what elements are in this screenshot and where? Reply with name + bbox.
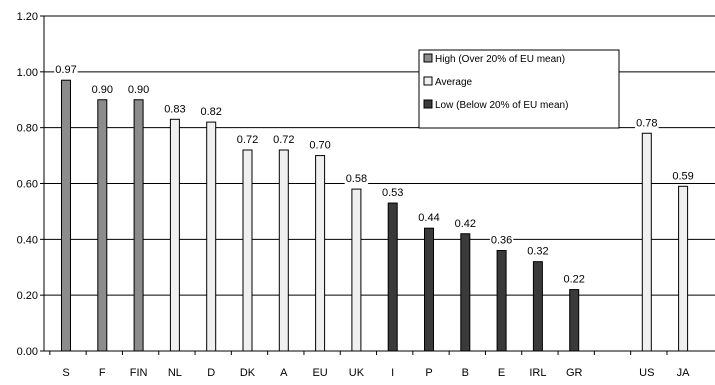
bar-E bbox=[496, 250, 507, 352]
bar-A bbox=[278, 149, 289, 352]
bar-FIN bbox=[133, 99, 144, 352]
x-category-label: DK bbox=[240, 367, 256, 379]
data-label-bg bbox=[344, 173, 369, 186]
data-label-D: 0.82 bbox=[200, 106, 221, 118]
data-label-bg bbox=[235, 134, 260, 146]
data-label-bg bbox=[90, 83, 115, 96]
legend-box bbox=[418, 49, 620, 129]
grid-lines bbox=[44, 15, 715, 296]
data-label-bg bbox=[54, 64, 78, 77]
x-category-label: EU bbox=[312, 367, 327, 379]
x-category-label: US bbox=[639, 367, 654, 379]
data-label-DK: 0.72 bbox=[237, 134, 258, 146]
data-label-F: 0.90 bbox=[92, 84, 113, 96]
x-category-label: FIN bbox=[130, 367, 148, 379]
bar-US bbox=[641, 132, 652, 352]
data-label-E: 0.36 bbox=[491, 235, 512, 247]
data-label-bg bbox=[272, 134, 296, 146]
data-label-B: 0.42 bbox=[455, 218, 476, 230]
bar-IRL bbox=[532, 261, 543, 352]
data-label-bg bbox=[417, 212, 441, 225]
data-label-NL: 0.83 bbox=[164, 103, 185, 115]
data-label-bg bbox=[163, 103, 187, 116]
x-category-label: S bbox=[62, 367, 69, 379]
y-tick-label: 1.20 bbox=[17, 11, 38, 23]
data-label-EU: 0.70 bbox=[309, 140, 330, 152]
data-label-JA: 0.59 bbox=[672, 170, 693, 182]
bar-EU bbox=[315, 155, 326, 352]
bar-P bbox=[424, 227, 434, 352]
bar-NL bbox=[169, 118, 180, 352]
legend-swatch bbox=[423, 99, 433, 109]
data-label-bg bbox=[671, 170, 695, 183]
y-tick-label: 0.00 bbox=[17, 346, 38, 358]
data-label-P: 0.44 bbox=[418, 212, 439, 224]
data-label-bg bbox=[308, 139, 332, 152]
y-tick-label: 0.20 bbox=[17, 290, 38, 302]
bar-D bbox=[206, 121, 217, 352]
data-label-S: 0.97 bbox=[55, 64, 76, 76]
x-category-label: A bbox=[280, 367, 288, 379]
x-category-label: GR bbox=[566, 367, 583, 379]
x-category-label: NL bbox=[168, 367, 182, 379]
x-category-label: I bbox=[391, 367, 394, 379]
data-label-bg bbox=[489, 234, 514, 247]
bar-UK bbox=[351, 188, 362, 352]
data-labels: 0.97 0.90 0.90 0.83 0.82 0.72 0.72 0.70 0.58 0.53… bbox=[54, 64, 695, 286]
legend-swatch bbox=[423, 53, 433, 63]
bars bbox=[61, 79, 689, 352]
x-category-label: UK bbox=[349, 367, 365, 379]
bar-F bbox=[97, 99, 108, 352]
bar-JA bbox=[678, 185, 689, 352]
y-tick-label: 0.80 bbox=[17, 123, 38, 135]
data-label-UK: 0.58 bbox=[346, 173, 367, 185]
x-category-label: JA bbox=[677, 367, 691, 379]
data-label-GR: 0.22 bbox=[563, 274, 584, 286]
data-label-IRL: 0.32 bbox=[527, 246, 548, 258]
data-label-bg bbox=[635, 117, 659, 130]
legend: High (Over 20% of EU mean) Average Low (Be… bbox=[418, 49, 620, 129]
legend-entry: High (Over 20% of EU mean) bbox=[435, 54, 565, 65]
bar-I bbox=[387, 202, 398, 352]
x-category-label: E bbox=[498, 367, 505, 379]
data-label-bg bbox=[453, 217, 478, 230]
data-label-bg bbox=[199, 106, 223, 119]
axes: 0.00 0.20 0.40 0.60 0.80 1.00 1.20 S F FIN NL D DK A E… bbox=[17, 11, 715, 379]
data-label-US: 0.78 bbox=[636, 117, 657, 129]
y-tick-label: 0.60 bbox=[17, 179, 38, 191]
x-category-label: D bbox=[207, 367, 215, 379]
data-label-bg bbox=[126, 83, 151, 96]
legend-swatch bbox=[423, 76, 433, 86]
data-label-A: 0.72 bbox=[273, 134, 294, 146]
x-category-label: B bbox=[462, 367, 469, 379]
y-tick-label: 1.00 bbox=[17, 67, 38, 79]
x-category-label: IRL bbox=[529, 367, 546, 379]
bar-S bbox=[61, 79, 71, 352]
bar-DK bbox=[242, 149, 253, 352]
bar-GR bbox=[569, 289, 580, 352]
legend-entry: Low (Below 20% of EU mean) bbox=[435, 100, 568, 111]
data-label-bg bbox=[380, 187, 405, 200]
data-label-bg bbox=[562, 273, 586, 286]
bar-B bbox=[460, 233, 471, 352]
y-tick-label: 0.40 bbox=[17, 234, 38, 246]
data-label-I: 0.53 bbox=[382, 187, 403, 199]
data-label-bg bbox=[526, 245, 550, 258]
x-category-label: P bbox=[425, 367, 432, 379]
legend-entry: Average bbox=[435, 77, 473, 88]
data-label-FIN: 0.90 bbox=[128, 84, 149, 96]
x-category-label: F bbox=[99, 367, 106, 379]
